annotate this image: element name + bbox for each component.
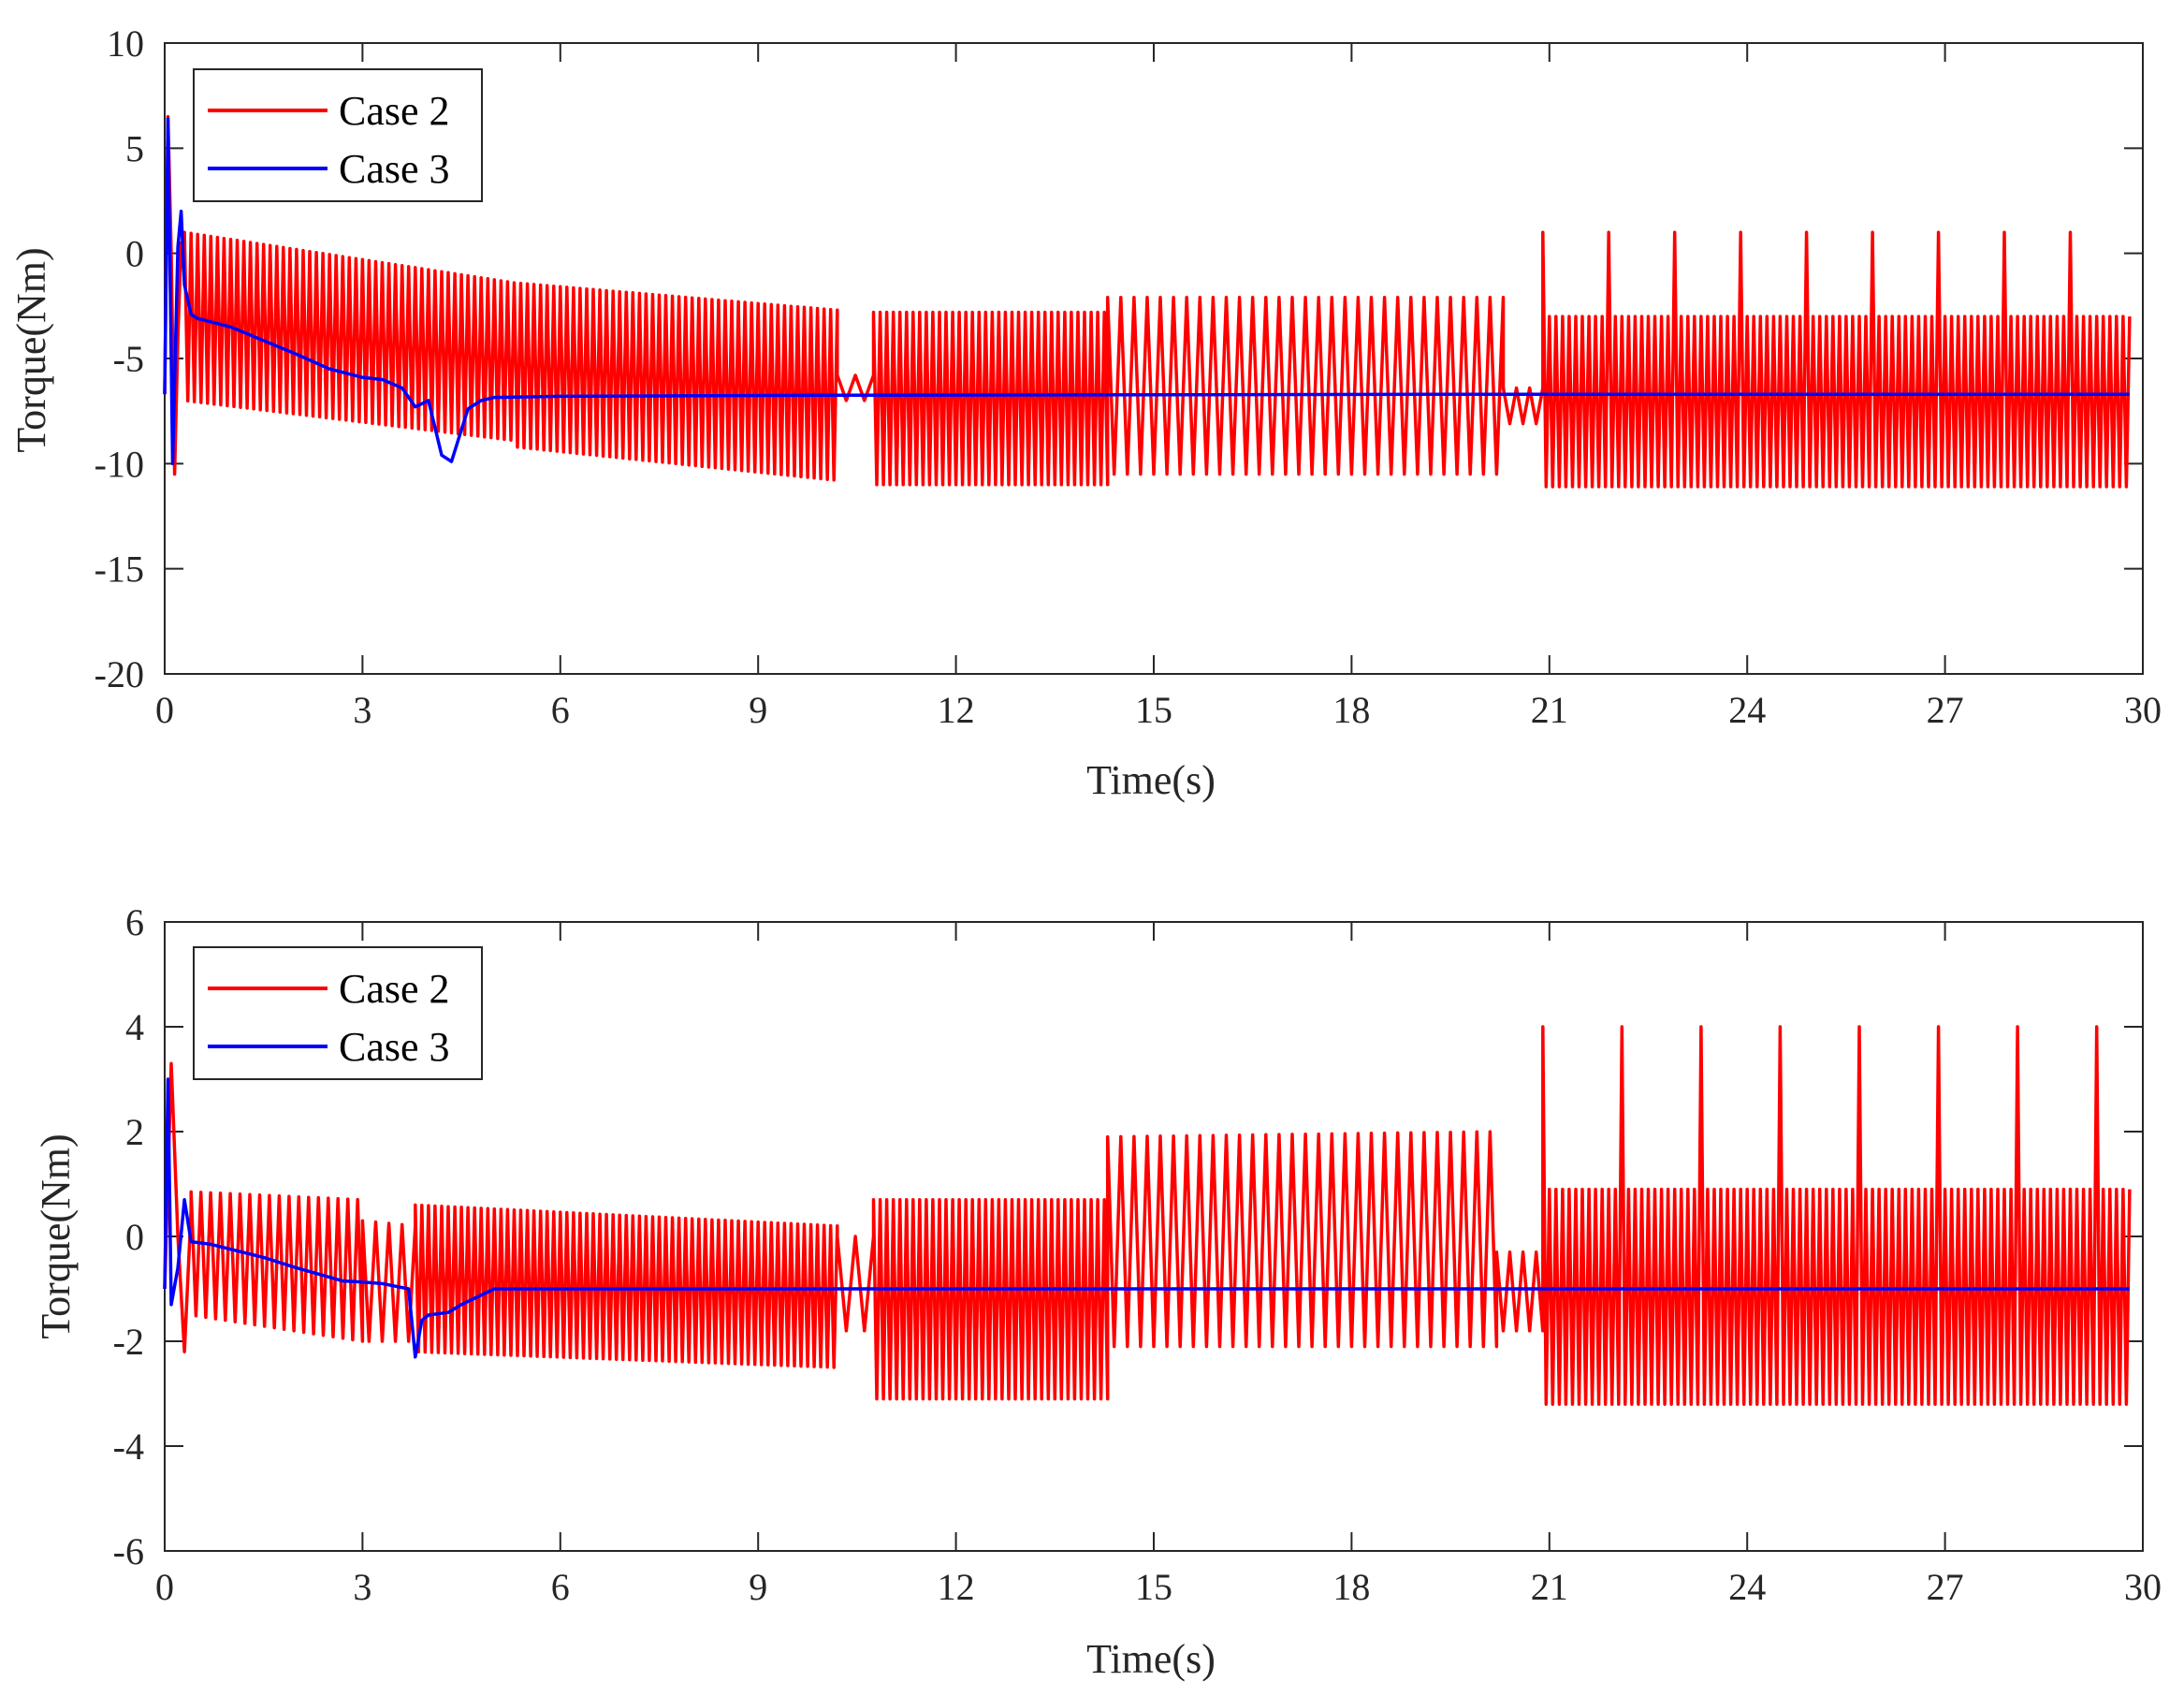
y-tick-label: 4 (125, 1006, 144, 1048)
y-tick-label: 5 (125, 127, 144, 169)
x-tick-label: 21 (1531, 689, 1568, 731)
y-tick-label: -15 (95, 548, 144, 591)
y-tick-label: -6 (113, 1530, 144, 1572)
x-tick-label: 18 (1332, 1566, 1370, 1608)
series-line-case-2 (163, 114, 2132, 489)
x-tick-label: 12 (938, 1566, 975, 1608)
x-axis-label: Time(s) (1086, 757, 1216, 803)
x-tick-label: 30 (2124, 689, 2162, 731)
x-tick-label: 0 (155, 689, 174, 731)
y-tick-label: 0 (125, 233, 144, 275)
y-tick-label: -10 (95, 443, 144, 485)
x-tick-label: 24 (1728, 689, 1766, 731)
y-tick-label: -2 (113, 1321, 144, 1363)
x-tick-label: 12 (938, 689, 975, 731)
series-line-case-3 (163, 1077, 2130, 1359)
x-tick-label: 27 (1927, 1566, 1964, 1608)
y-axis-label: Torque(Nm) (8, 247, 54, 452)
y-axis-label: Torque(Nm) (33, 1133, 79, 1338)
legend-box (193, 946, 483, 1080)
x-axis-label: Time(s) (1086, 1636, 1216, 1682)
y-tick-label: -20 (95, 653, 144, 695)
x-tick-label: 3 (353, 689, 371, 731)
x-tick-label: 18 (1332, 689, 1370, 731)
y-tick-label: 0 (125, 1216, 144, 1258)
legend: Case 2 Case 3 (193, 68, 483, 202)
series-line-case-3 (163, 117, 2130, 466)
x-tick-label: 24 (1728, 1566, 1766, 1608)
x-tick-label: 0 (155, 1566, 174, 1608)
legend-label-case-3: Case 3 (339, 1024, 450, 1070)
torque-chart-top: 0 3 6 9 12 15 18 21 24 27 30 -20 -15 -10 -5 0 5 10 Torque… (8, 22, 2162, 803)
legend-box (193, 68, 483, 202)
x-tick-label: 15 (1135, 1566, 1172, 1608)
x-tick-label: 9 (749, 1566, 767, 1608)
x-tick-label: 6 (551, 689, 570, 731)
legend: Case 2 Case 3 (193, 946, 483, 1080)
y-tick-label: 10 (107, 22, 144, 65)
y-tick-label: 2 (125, 1111, 144, 1153)
x-tick-label: 15 (1135, 689, 1172, 731)
x-tick-label: 21 (1531, 1566, 1568, 1608)
y-tick-label: 6 (125, 901, 144, 943)
x-tick-label: 27 (1927, 689, 1964, 731)
x-tick-label: 30 (2124, 1566, 2162, 1608)
legend-label-case-3: Case 3 (339, 146, 450, 192)
x-tick-label: 6 (551, 1566, 570, 1608)
y-tick-label: -5 (113, 338, 144, 380)
x-tick-label: 3 (353, 1566, 371, 1608)
legend-label-case-2: Case 2 (339, 966, 450, 1012)
x-tick-label: 9 (749, 689, 767, 731)
legend-label-case-2: Case 2 (339, 88, 450, 134)
y-tick-label: -4 (113, 1426, 144, 1468)
series-line-case-2 (163, 1025, 2132, 1406)
plot-area: 0 3 6 9 12 15 18 21 24 27 30 -20 -15 -10 -5 0 5 10 (95, 22, 2162, 731)
